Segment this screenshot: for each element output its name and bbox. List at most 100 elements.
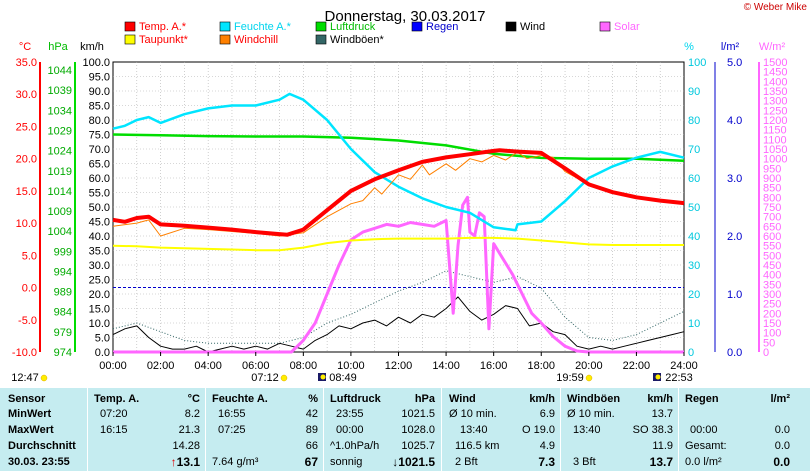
press-tick-label: 1024: [48, 146, 72, 158]
rain-tick-label: 0.0: [727, 347, 742, 359]
solar-tick-label: 900: [763, 173, 781, 185]
stats-cell: 0.0: [774, 440, 790, 452]
current-press: ↓1021.5: [375, 456, 435, 469]
solar-tick-label: 50: [763, 337, 775, 349]
solar-tick-label: 250: [763, 299, 781, 311]
press-tick-label: 1039: [48, 85, 72, 97]
x-tick-label: 16:00: [480, 360, 508, 372]
stats-cell: 0.0: [774, 424, 790, 436]
stats-cell: 1028.0: [401, 424, 435, 436]
stats-cell: 23:55: [336, 408, 364, 420]
stats-cell: 16:15: [100, 424, 128, 436]
hum-tick-label: 80: [688, 115, 700, 127]
stats-cell: ^1.0hPa/h: [330, 440, 380, 452]
solar-tick-label: 450: [763, 260, 781, 272]
divider: [560, 388, 561, 471]
right-axes: % l/m² W/m²10090807060504030201005.04.03.0…: [684, 41, 787, 359]
rain-tick-label: 1.0: [727, 289, 742, 301]
legend-swatch: [124, 34, 136, 45]
stats-header-temp: Temp. A.: [94, 393, 140, 405]
stats-header-gust: Windböen: [567, 393, 621, 405]
solar-tick-label: 200: [763, 308, 781, 320]
solar-tick-label: 1350: [763, 86, 787, 98]
stats-cell: 07:20: [100, 408, 128, 420]
legend-label: Feuchte A.*: [234, 21, 292, 33]
legend-label: Regen: [426, 21, 458, 33]
wind-tick-label: 50.0: [89, 202, 110, 214]
current-bft: 2 Bft: [455, 456, 478, 468]
legend-label: Solar: [614, 21, 640, 33]
solar-tick-label: 1450: [763, 67, 787, 79]
series-layer: [112, 92, 685, 354]
stats-row-label: MaxWert: [8, 424, 54, 436]
hum-tick-label: 50: [688, 202, 700, 214]
press-tick-label: 979: [54, 327, 72, 339]
moon-phase-icon: [320, 374, 326, 380]
press-tick-label: 1044: [48, 65, 72, 77]
wind-tick-label: 100.0: [82, 57, 110, 69]
wind-tick-label: 70.0: [89, 144, 110, 156]
stats-header-wind-unit: km/h: [529, 393, 555, 405]
wind-tick-label: 45.0: [89, 217, 110, 229]
stats-header-hum: Feuchte A.: [212, 393, 268, 405]
hum-tick-label: 30: [688, 260, 700, 272]
wind-tick-label: 30.0: [89, 260, 110, 272]
x-tick-label: 08:00: [290, 360, 318, 372]
sun-icon: [40, 374, 48, 382]
solar-tick-label: 0: [763, 347, 769, 359]
stats-cell: 89: [305, 424, 318, 436]
copyright-text: © Weber Mike: [744, 2, 808, 13]
current-weather: sonnig: [330, 456, 363, 468]
wind-tick-label: 0.0: [95, 347, 110, 359]
sun-icon: [585, 374, 593, 382]
stats-cell: 14.28: [172, 440, 200, 452]
temp-tick-label: 35.0: [16, 57, 37, 69]
hum-tick-label: 100: [688, 57, 706, 69]
temp-tick-label: 10.0: [16, 218, 37, 230]
hum-axis-unit: %: [684, 41, 694, 53]
stats-cell: 07:25: [218, 424, 246, 436]
rain-tick-label: 3.0: [727, 173, 742, 185]
series-luftdruck: [112, 133, 685, 162]
legend-swatch: [124, 21, 136, 32]
x-tick-label: 14:00: [432, 360, 460, 372]
solar-tick-label: 750: [763, 202, 781, 214]
current-gust: 13.7: [649, 455, 673, 469]
solar-tick-label: 300: [763, 289, 781, 301]
x-tick-label: 12:00: [385, 360, 413, 372]
stats-header-rain: Regen: [685, 393, 719, 405]
wind-tick-label: 75.0: [89, 130, 110, 142]
stats-cell: 1021.5: [401, 408, 435, 420]
press-tick-label: 1034: [48, 105, 72, 117]
solar-tick-label: 100: [763, 328, 781, 340]
solar-tick-label: 650: [763, 221, 781, 233]
current-abs-hum: 7.64 g/m³: [212, 456, 259, 468]
x-tick-label: 10:00: [337, 360, 365, 372]
wind-tick-label: 20.0: [89, 289, 110, 301]
stats-cell: 13:40: [573, 424, 601, 436]
stats-row-label: Durchschnitt: [8, 440, 76, 452]
stats-cell: 116.5 km: [455, 440, 500, 452]
stats-cell: 66: [305, 440, 318, 452]
hum-tick-label: 10: [688, 318, 700, 330]
press-tick-label: 1014: [48, 186, 72, 198]
series-feuchte-a: [112, 92, 685, 232]
solar-tick-label: 350: [763, 279, 781, 291]
stats-cell: 6.9: [539, 408, 555, 420]
stats-cell: 4.9: [539, 440, 555, 452]
stats-cell: 42: [305, 408, 318, 420]
sun-time-label: 07:12: [251, 372, 279, 384]
legend-label: Wind: [520, 21, 545, 33]
x-tick-label: 00:00: [99, 360, 127, 372]
solar-tick-label: 1150: [763, 125, 787, 137]
weather-chart: Donnerstag, 30.03.2017 © Weber Mike Temp…: [11, 2, 808, 384]
rain-tick-label: 4.0: [727, 115, 742, 127]
legend-swatch: [315, 21, 327, 32]
grid: [112, 61, 685, 353]
wind-tick-label: 60.0: [89, 173, 110, 185]
stats-cell: Ø 10 min.: [567, 408, 615, 420]
current-rain-rate: 0.0 l/m²: [685, 456, 722, 468]
wind-tick-label: 5.0: [95, 333, 110, 345]
temp-tick-label: 25.0: [16, 121, 37, 133]
divider: [323, 388, 324, 471]
